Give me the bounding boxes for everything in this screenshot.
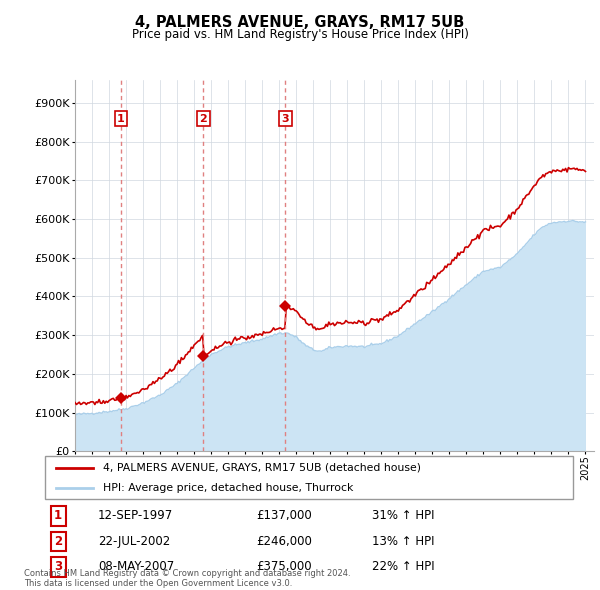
Text: 4, PALMERS AVENUE, GRAYS, RM17 5UB: 4, PALMERS AVENUE, GRAYS, RM17 5UB (136, 15, 464, 30)
Text: £137,000: £137,000 (256, 509, 312, 522)
Text: 3: 3 (281, 114, 289, 124)
Text: HPI: Average price, detached house, Thurrock: HPI: Average price, detached house, Thur… (103, 483, 353, 493)
Text: 22-JUL-2002: 22-JUL-2002 (98, 535, 170, 548)
Text: £246,000: £246,000 (256, 535, 312, 548)
Text: 13% ↑ HPI: 13% ↑ HPI (373, 535, 435, 548)
Text: Contains HM Land Registry data © Crown copyright and database right 2024.
This d: Contains HM Land Registry data © Crown c… (24, 569, 350, 588)
Text: Price paid vs. HM Land Registry's House Price Index (HPI): Price paid vs. HM Land Registry's House … (131, 28, 469, 41)
Text: 1: 1 (54, 509, 62, 522)
Text: 4, PALMERS AVENUE, GRAYS, RM17 5UB (detached house): 4, PALMERS AVENUE, GRAYS, RM17 5UB (deta… (103, 463, 421, 473)
Text: 1: 1 (117, 114, 125, 124)
Text: 12-SEP-1997: 12-SEP-1997 (98, 509, 173, 522)
Text: 2: 2 (54, 535, 62, 548)
Text: 3: 3 (54, 560, 62, 573)
Text: 22% ↑ HPI: 22% ↑ HPI (373, 560, 435, 573)
Text: 08-MAY-2007: 08-MAY-2007 (98, 560, 174, 573)
FancyBboxPatch shape (45, 456, 573, 499)
Text: 31% ↑ HPI: 31% ↑ HPI (373, 509, 435, 522)
Text: 2: 2 (200, 114, 208, 124)
Text: £375,000: £375,000 (256, 560, 312, 573)
